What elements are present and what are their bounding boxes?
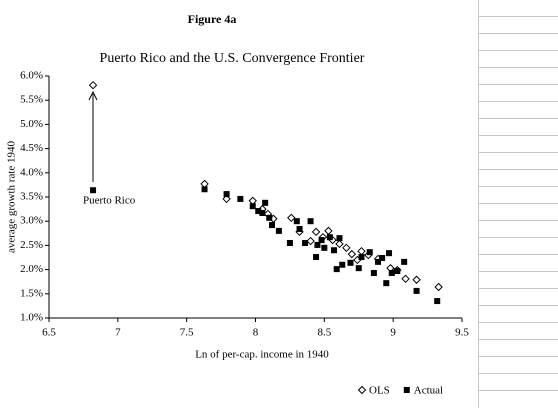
point [255,208,262,215]
point [434,282,443,292]
point [401,258,408,265]
point [394,268,401,275]
point [412,275,421,284]
y-axis-label: average growth rate 1940 [6,140,18,253]
point [293,218,300,225]
annotation-arrow [88,90,98,182]
x-tick-label: 7.5 [180,327,194,339]
x-axis-label: Ln of per-cap. income in 1940 [195,349,329,361]
point [388,269,395,276]
point [366,249,373,256]
point [370,269,377,276]
point [269,222,276,229]
x-tick-label: 6.5 [42,327,56,339]
point [383,280,390,287]
point [296,225,303,232]
point [313,254,320,261]
point [311,227,321,237]
point [222,194,231,204]
y-tick-label: 5.5% [20,94,43,106]
point [314,241,321,248]
point [262,199,269,206]
point [286,239,293,246]
point [249,203,256,210]
point [339,261,346,268]
point [275,227,282,234]
point [413,287,420,294]
point [324,226,333,236]
point [287,213,296,223]
point [358,254,365,261]
point [333,266,340,273]
point [237,195,244,202]
point [201,186,208,193]
point [90,187,97,194]
point [386,250,393,257]
point [379,254,386,261]
y-tick-label: 1.0% [20,312,43,324]
x-tick-label: 7 [115,327,121,339]
point [330,247,337,254]
point [259,209,266,216]
point [347,249,357,259]
point [355,265,362,272]
point [375,258,382,265]
y-tick-label: 3.0% [20,215,43,227]
point [307,218,314,225]
x-tick-label: 9 [390,327,396,339]
point [357,247,366,256]
point [401,274,410,284]
y-tick-label: 6.0% [20,70,43,82]
x-tick-label: 9.5 [455,327,469,339]
y-tick-label: 5.0% [20,118,43,130]
point [336,235,343,242]
heading: Figure 4a [188,12,237,26]
point [88,80,98,90]
legend-marker [357,385,367,395]
x-tick-label: 8 [253,327,259,339]
legend-marker [403,387,410,393]
y-tick-label: 1.5% [20,287,43,299]
y-tick-label: 2.5% [20,239,43,251]
point [434,298,441,305]
point [335,239,344,249]
spreadsheet-grid [478,0,558,408]
point [347,259,354,266]
point [302,239,309,246]
x-tick-label: 8.5 [317,327,331,339]
point [223,191,230,198]
y-tick-label: 3.5% [20,191,43,203]
point [318,237,325,244]
point [326,234,333,241]
point [342,243,351,253]
annotation: Puerto Rico [83,195,136,207]
legend-label: Actual [414,385,443,397]
chart-title: Puerto Rico and the U.S. Convergence Fro… [100,51,365,66]
legend-label: OLS [369,385,390,397]
point [321,244,328,251]
point [306,236,315,246]
y-tick-label: 4.0% [20,166,43,178]
point [266,214,273,221]
y-tick-label: 4.5% [20,142,43,154]
y-tick-label: 2.0% [20,263,43,275]
